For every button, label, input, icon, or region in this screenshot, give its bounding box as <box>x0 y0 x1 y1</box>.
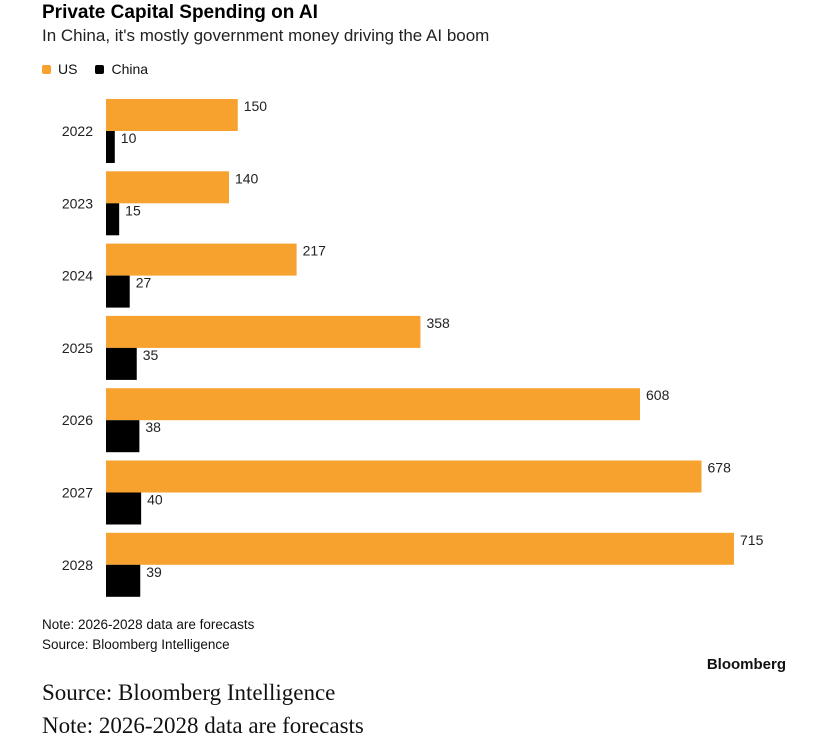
bar-us-2025 <box>106 315 421 348</box>
data-label-china-2022: 10 <box>121 130 137 146</box>
data-label-us-2025: 358 <box>426 315 450 331</box>
bar-china-2026 <box>106 420 140 453</box>
bar-chart: 2022 150 10 2023 140 15 2024 217 27 2025 358 35 2026… <box>62 98 764 597</box>
data-label-us-2026: 608 <box>646 387 670 403</box>
bar-us-2028 <box>106 532 734 565</box>
caption-source: Source: Bloomberg Intelligence <box>42 680 336 705</box>
bar-china-2027 <box>106 492 142 525</box>
chart-subtitle: In China, it's mostly government money d… <box>42 26 490 45</box>
legend-label-us: US <box>58 61 78 77</box>
y-tick-label: 2028 <box>62 557 93 573</box>
y-tick-label: 2025 <box>62 340 93 356</box>
y-tick-label: 2027 <box>62 485 93 501</box>
data-label-china-2026: 38 <box>145 419 161 435</box>
y-tick-label: 2023 <box>62 195 93 211</box>
legend: US China <box>42 61 166 77</box>
bar-us-2027 <box>106 460 702 493</box>
caption-note: Note: 2026-2028 data are forecasts <box>42 713 364 738</box>
bar-china-2023 <box>106 203 120 236</box>
data-label-china-2027: 40 <box>147 492 163 508</box>
footnote-source: Source: Bloomberg Intelligence <box>42 637 230 652</box>
footnote-forecast: Note: 2026-2028 data are forecasts <box>42 617 255 632</box>
chart-title: Private Capital Spending on AI <box>42 2 318 23</box>
legend-swatch-us <box>42 64 51 74</box>
legend-item-china: China <box>95 61 148 77</box>
data-label-us-2023: 140 <box>235 170 259 186</box>
data-label-china-2023: 15 <box>125 202 141 218</box>
legend-swatch-china <box>95 64 105 74</box>
bar-us-2026 <box>106 388 641 421</box>
legend-item-us: US <box>42 61 77 77</box>
bar-china-2025 <box>106 347 137 380</box>
bar-china-2022 <box>106 131 115 163</box>
bar-us-2023 <box>106 171 229 204</box>
data-label-us-2027: 678 <box>708 460 732 476</box>
data-label-china-2024: 27 <box>136 275 152 291</box>
data-label-china-2028: 39 <box>146 564 162 580</box>
data-label-us-2024: 217 <box>303 243 327 259</box>
bloomberg-logo: Bloomberg <box>706 656 786 673</box>
bar-china-2024 <box>106 275 130 308</box>
y-tick-label: 2026 <box>62 412 93 428</box>
y-tick-label: 2022 <box>62 123 93 139</box>
data-label-us-2028: 715 <box>740 532 764 548</box>
y-tick-label: 2024 <box>62 268 93 284</box>
bar-us-2024 <box>106 243 297 276</box>
data-label-china-2025: 35 <box>143 347 159 363</box>
bar-china-2028 <box>106 564 141 597</box>
bar-us-2022 <box>106 99 238 131</box>
legend-label-china: China <box>111 61 149 77</box>
data-label-us-2022: 150 <box>244 98 268 114</box>
